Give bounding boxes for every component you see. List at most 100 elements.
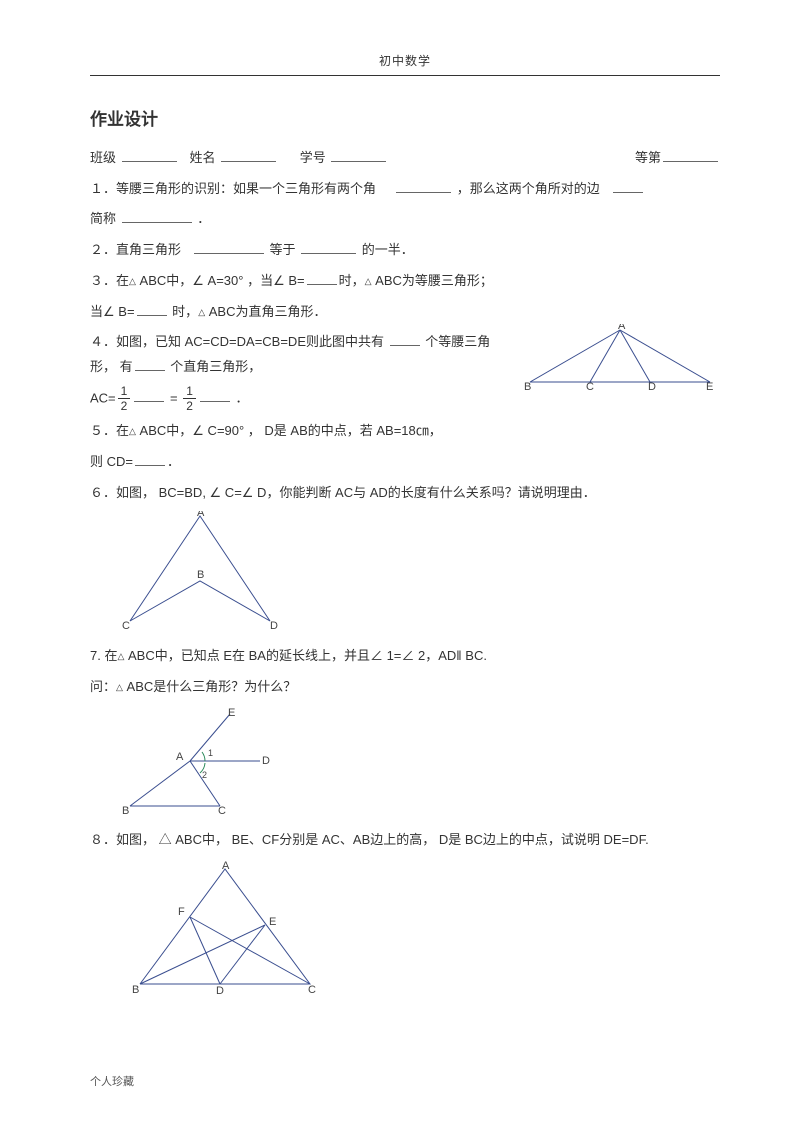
q3-e: 时， bbox=[339, 273, 365, 288]
svg-text:D: D bbox=[270, 620, 278, 631]
q3-l2d: ABC为直角三角形． bbox=[205, 304, 326, 319]
q3-l2c: 时， bbox=[172, 304, 198, 319]
svg-text:B: B bbox=[197, 569, 204, 581]
q5-l2: 则 CD= bbox=[90, 454, 133, 469]
q1-pre: １．等腰三角形的识别：如果一个三角形有两个角 bbox=[90, 181, 376, 196]
tri-icon: △ bbox=[116, 682, 123, 692]
q2-blank2 bbox=[301, 241, 356, 254]
q3-l2b: B= bbox=[115, 304, 135, 319]
q5-blank bbox=[135, 453, 165, 466]
svg-text:C: C bbox=[308, 984, 316, 996]
q6-text: ６．如图， BC=BD, ∠ C=∠ D，你能判断 AC与 AD的长度有什么关系… bbox=[90, 481, 720, 506]
tri-icon: △ bbox=[365, 276, 372, 286]
svg-text:D: D bbox=[216, 985, 224, 997]
page-header: 初中数学 bbox=[90, 50, 720, 76]
svg-text:B: B bbox=[524, 381, 531, 393]
tri-icon: △ bbox=[129, 426, 136, 436]
q3-line2: 当∠ B= 时，△ ABC为直角三角形． bbox=[90, 300, 720, 325]
svg-text:1: 1 bbox=[208, 748, 213, 758]
q2-blank1 bbox=[194, 241, 264, 254]
angle-icon: ∠ bbox=[103, 304, 115, 319]
q3-blank2 bbox=[137, 303, 167, 316]
q4-c: 个直角三角形， bbox=[170, 359, 261, 374]
tri-icon: △ bbox=[129, 276, 136, 286]
q1-blank1 bbox=[396, 180, 451, 193]
q4-eq: = bbox=[170, 390, 178, 405]
q5-line2: 则 CD= ． bbox=[90, 450, 720, 475]
q4-figure: A B C D E bbox=[520, 324, 720, 403]
q2-b: 等于 bbox=[269, 242, 295, 257]
svg-text:A: A bbox=[618, 324, 626, 332]
angle-icon: ∠ bbox=[192, 273, 204, 288]
angle-icon: ∠ bbox=[273, 273, 285, 288]
q7-line2: 问：△ ABC是什么三角形？为什么？ bbox=[90, 675, 720, 700]
svg-text:B: B bbox=[132, 984, 139, 996]
q3-b: ABC中， bbox=[136, 273, 192, 288]
q3-a: ３．在 bbox=[90, 273, 129, 288]
svg-text:2: 2 bbox=[202, 770, 207, 780]
svg-text:A: A bbox=[222, 860, 230, 872]
q3-line1: ３．在△ ABC中，∠ A=30° ，当∠ B=时，△ ABC为等腰三角形； bbox=[90, 269, 720, 294]
q5-c: C=90° ， D是 AB的中点，若 AB=18㎝， bbox=[204, 423, 442, 438]
q3-blank1 bbox=[307, 272, 337, 285]
q1-l2a: 简称 bbox=[90, 211, 116, 226]
page-title: 作业设计 bbox=[90, 104, 720, 136]
grade-label: 等第 bbox=[635, 150, 661, 165]
svg-text:A: A bbox=[176, 751, 184, 763]
fraction: 12 bbox=[118, 384, 131, 414]
q7-line1: 7. 在△ ABC中，已知点 E在 BA的延长线上，并且∠ 1=∠ 2，AD‖ … bbox=[90, 644, 720, 669]
q3-c: A=30° ，当 bbox=[204, 273, 273, 288]
form-row: 班级 姓名 学号 等第 bbox=[90, 146, 720, 171]
svg-text:D: D bbox=[648, 381, 656, 393]
q3-f: ABC为等腰三角形； bbox=[372, 273, 493, 288]
q5-a: ５．在 bbox=[90, 423, 129, 438]
svg-text:E: E bbox=[228, 707, 235, 719]
class-label: 班级 bbox=[90, 150, 116, 165]
grade-blank bbox=[663, 149, 718, 162]
q4-blank1 bbox=[390, 333, 420, 346]
fraction: 12 bbox=[183, 384, 196, 414]
q1-line1: １．等腰三角形的识别：如果一个三角形有两个角 ，那么这两个角所对的边 bbox=[90, 177, 720, 202]
svg-text:D: D bbox=[262, 755, 270, 767]
q2-c: 的一半． bbox=[362, 242, 414, 257]
svg-text:E: E bbox=[706, 381, 713, 393]
q7-figure: E A D B C 1 2 bbox=[120, 706, 720, 825]
q4-blank3 bbox=[134, 389, 164, 402]
q2: ２．直角三角形 等于 的一半． bbox=[90, 238, 720, 263]
q7-l2: 问： bbox=[90, 679, 116, 694]
q2-a: ２．直角三角形 bbox=[90, 242, 181, 257]
svg-text:C: C bbox=[122, 620, 130, 631]
q5-line1: ５．在△ ABC中，∠ C=90° ， D是 AB的中点，若 AB=18㎝， bbox=[90, 419, 720, 444]
name-blank bbox=[221, 149, 276, 162]
id-blank bbox=[331, 149, 386, 162]
svg-text:A: A bbox=[197, 511, 205, 519]
svg-text:B: B bbox=[122, 805, 129, 816]
q3-d: B= bbox=[285, 273, 305, 288]
q3-l2a: 当 bbox=[90, 304, 103, 319]
q7-b: ABC中，已知点 E在 BA的延长线上，并且∠ 1=∠ 2，AD‖ BC. bbox=[124, 648, 487, 663]
q1-line2: 简称 ． bbox=[90, 207, 720, 232]
q4-blank2 bbox=[135, 358, 165, 371]
class-blank bbox=[122, 149, 177, 162]
svg-text:E: E bbox=[269, 916, 276, 928]
q8-text: ８．如图， △ ABC中， BE、CF分别是 AC、AB边上的高， D是 BC边… bbox=[90, 828, 720, 853]
angle-icon: ∠ bbox=[192, 423, 204, 438]
q7-l2b: ABC是什么三角形？为什么？ bbox=[123, 679, 296, 694]
q4-a: ４．如图，已知 AC=CD=DA=CB=DE则此图中共有 bbox=[90, 334, 384, 349]
q5-l2b: ． bbox=[167, 454, 180, 469]
id-label: 学号 bbox=[300, 150, 326, 165]
name-label: 姓名 bbox=[189, 150, 215, 165]
q4-l2a: AC= bbox=[90, 390, 116, 405]
svg-text:C: C bbox=[218, 805, 226, 816]
q6-figure: A B C D bbox=[120, 511, 720, 640]
q1-mid: ，那么这两个角所对的边 bbox=[457, 181, 600, 196]
q1-blank2 bbox=[613, 180, 643, 193]
footer: 个人珍藏 bbox=[90, 1072, 134, 1093]
q5-b: ABC中， bbox=[136, 423, 192, 438]
q4-dot: ． bbox=[236, 390, 249, 405]
q8-figure: A F E B D C bbox=[120, 859, 720, 1008]
q1-blank3 bbox=[122, 210, 192, 223]
q7-a: 7. 在 bbox=[90, 648, 117, 663]
q1-l2b: ． bbox=[197, 211, 210, 226]
svg-text:C: C bbox=[586, 381, 594, 393]
